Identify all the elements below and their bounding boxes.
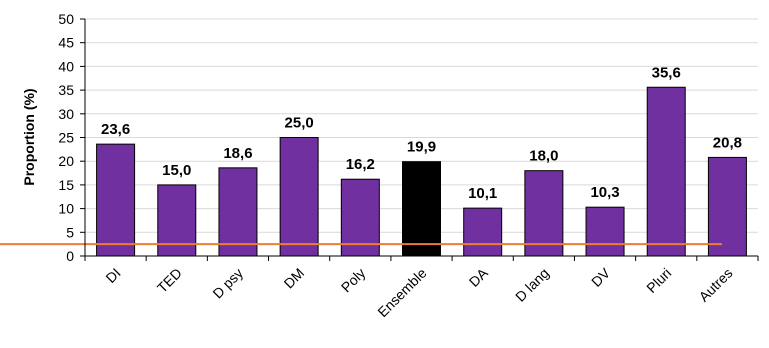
category-label: D lang xyxy=(512,265,552,305)
data-label: 18,0 xyxy=(529,148,558,165)
bar-ensemble xyxy=(402,161,441,257)
data-label: 23,6 xyxy=(101,121,130,138)
data-labels: 23,6 15,0 18,6 25,0 16,2 19,9 10,1 18,0 10,3 35,6… xyxy=(101,64,742,202)
y-axis-title: Proportion (%) xyxy=(21,88,37,185)
data-label: 20,8 xyxy=(713,134,742,151)
y-tick-label: 5 xyxy=(66,224,74,240)
bar-da xyxy=(463,207,503,257)
bar-ted xyxy=(157,184,197,257)
data-label: 18,6 xyxy=(223,145,252,162)
data-label: 15,0 xyxy=(162,162,191,179)
category-label: DV xyxy=(588,264,614,290)
category-label: Autres xyxy=(696,265,736,305)
y-tick-label: 30 xyxy=(58,106,74,122)
y-tick-label: 25 xyxy=(58,130,74,146)
data-label: 16,2 xyxy=(346,156,375,173)
y-tick-label: 40 xyxy=(58,58,74,74)
category-label: Ensemble xyxy=(374,265,429,320)
bar-dm xyxy=(279,137,319,257)
bar-d-lang xyxy=(524,170,564,257)
category-label: Pluri xyxy=(643,265,674,296)
bars xyxy=(96,86,747,257)
category-labels: DI TED D psy DM Poly Ensemble DA D lang DV Pluri A… xyxy=(102,264,735,320)
category-label: DM xyxy=(281,265,308,292)
data-label: 25,0 xyxy=(285,115,314,132)
y-tick-label: 50 xyxy=(58,11,74,27)
data-label: 35,6 xyxy=(652,64,681,81)
y-tick-label: 20 xyxy=(58,153,74,169)
y-tick-label: 15 xyxy=(58,177,74,193)
data-label: 10,1 xyxy=(468,185,497,202)
y-tick-label: 35 xyxy=(58,82,74,98)
category-label: TED xyxy=(154,265,185,296)
data-label: 19,9 xyxy=(407,139,436,156)
bar-autres xyxy=(707,156,747,257)
y-tick-label: 0 xyxy=(66,248,74,264)
category-label: Poly xyxy=(338,265,369,296)
axes xyxy=(84,19,759,261)
bar-di xyxy=(96,143,136,257)
bar-pluri xyxy=(646,86,686,257)
y-tick-label: 10 xyxy=(58,201,74,217)
category-label: DI xyxy=(102,265,123,286)
category-label: D psy xyxy=(209,265,246,302)
y-tick-labels: 0 5 10 15 20 25 30 35 40 45 50 xyxy=(58,11,74,264)
y-tick-label: 45 xyxy=(58,35,74,51)
data-label: 10,3 xyxy=(590,184,619,201)
bar-d-psy xyxy=(218,167,258,257)
bar-dv xyxy=(585,206,625,257)
category-label: DA xyxy=(466,264,492,290)
